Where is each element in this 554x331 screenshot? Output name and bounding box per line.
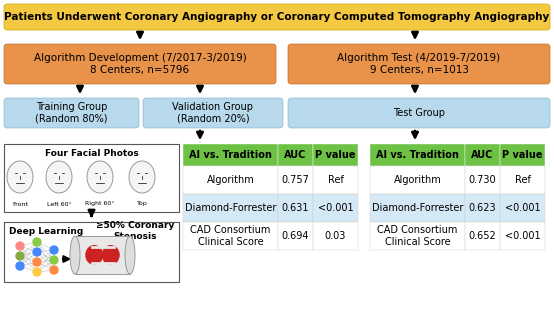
Bar	[313, 144, 358, 166]
Bar	[465, 166, 500, 194]
Text: Ref: Ref	[327, 175, 343, 185]
Text: Deep Learning: Deep Learning	[9, 226, 83, 235]
Text: AUC: AUC	[284, 150, 307, 160]
FancyBboxPatch shape	[4, 98, 139, 128]
Circle shape	[33, 248, 41, 256]
Ellipse shape	[87, 161, 113, 193]
Text: AI vs. Tradition: AI vs. Tradition	[376, 150, 459, 160]
Circle shape	[33, 268, 41, 276]
Text: ≥50% Coronary
Stenosis: ≥50% Coronary Stenosis	[96, 221, 174, 241]
Text: Four Facial Photos: Four Facial Photos	[45, 149, 138, 158]
Bar	[370, 166, 465, 194]
Bar	[500, 194, 545, 222]
Text: <0.001: <0.001	[317, 203, 353, 213]
Bar	[278, 222, 313, 250]
Circle shape	[16, 242, 24, 250]
Circle shape	[50, 246, 58, 254]
Bar	[278, 144, 313, 166]
Bar	[465, 222, 500, 250]
Text: Top: Top	[137, 202, 147, 207]
Bar	[500, 222, 545, 250]
Text: 0.757: 0.757	[281, 175, 310, 185]
Text: Algorithm: Algorithm	[394, 175, 442, 185]
Ellipse shape	[102, 245, 120, 265]
Text: 0.631: 0.631	[282, 203, 309, 213]
Text: AUC: AUC	[471, 150, 494, 160]
FancyBboxPatch shape	[143, 98, 283, 128]
Text: 0.652: 0.652	[469, 231, 496, 241]
Circle shape	[50, 256, 58, 264]
Text: 0.694: 0.694	[282, 231, 309, 241]
FancyBboxPatch shape	[288, 44, 550, 84]
Text: Diamond-Forrester: Diamond-Forrester	[372, 203, 463, 213]
Text: Right 60°: Right 60°	[85, 202, 115, 207]
Bar	[500, 166, 545, 194]
Bar	[183, 222, 278, 250]
Bar	[370, 194, 465, 222]
Bar	[75, 236, 130, 274]
Bar	[465, 144, 500, 166]
Text: 0.730: 0.730	[469, 175, 496, 185]
Text: Ref: Ref	[515, 175, 530, 185]
Text: Patients Underwent Coronary Angiography or Coronary Computed Tomography Angiogra: Patients Underwent Coronary Angiography …	[4, 12, 550, 22]
Ellipse shape	[125, 236, 135, 274]
Text: CAD Consortium
Clinical Score: CAD Consortium Clinical Score	[191, 225, 271, 247]
Bar	[500, 144, 545, 166]
Circle shape	[33, 238, 41, 246]
Circle shape	[33, 258, 41, 266]
Text: Front: Front	[12, 202, 28, 207]
Text: <0.001: <0.001	[505, 231, 540, 241]
Text: <0.001: <0.001	[505, 203, 540, 213]
Ellipse shape	[7, 161, 33, 193]
Ellipse shape	[46, 161, 72, 193]
Bar	[183, 166, 278, 194]
Text: Algorithm Test (4/2019-7/2019)
9 Centers, n=1013: Algorithm Test (4/2019-7/2019) 9 Centers…	[337, 53, 501, 75]
Text: Left 60°: Left 60°	[47, 202, 71, 207]
Bar	[370, 222, 465, 250]
Ellipse shape	[85, 245, 103, 265]
Bar	[183, 144, 278, 166]
Bar	[278, 194, 313, 222]
Bar	[313, 166, 358, 194]
Text: Algorithm Development (7/2017-3/2019)
8 Centers, n=5796: Algorithm Development (7/2017-3/2019) 8 …	[34, 53, 247, 75]
Ellipse shape	[129, 161, 155, 193]
Circle shape	[16, 262, 24, 270]
Bar	[278, 166, 313, 194]
Text: 0.03: 0.03	[325, 231, 346, 241]
Text: P value: P value	[315, 150, 356, 160]
Text: 0.623: 0.623	[469, 203, 496, 213]
Text: Validation Group
(Random 20%): Validation Group (Random 20%)	[172, 102, 254, 124]
Text: Diamond-Forrester: Diamond-Forrester	[185, 203, 276, 213]
Bar	[4, 144, 179, 212]
Text: Algorithm: Algorithm	[207, 175, 254, 185]
Ellipse shape	[70, 236, 80, 274]
Text: Test Group: Test Group	[393, 108, 445, 118]
Text: AI vs. Tradition: AI vs. Tradition	[189, 150, 272, 160]
Bar	[465, 194, 500, 222]
Bar	[313, 194, 358, 222]
Bar	[4, 222, 179, 282]
Bar	[370, 144, 465, 166]
Circle shape	[50, 266, 58, 274]
Bar	[313, 222, 358, 250]
FancyBboxPatch shape	[4, 4, 550, 30]
Bar	[183, 194, 278, 222]
FancyBboxPatch shape	[288, 98, 550, 128]
Text: Training Group
(Random 80%): Training Group (Random 80%)	[35, 102, 107, 124]
Circle shape	[16, 252, 24, 260]
Text: CAD Consortium
Clinical Score: CAD Consortium Clinical Score	[377, 225, 458, 247]
FancyBboxPatch shape	[4, 44, 276, 84]
Text: P value: P value	[502, 150, 543, 160]
